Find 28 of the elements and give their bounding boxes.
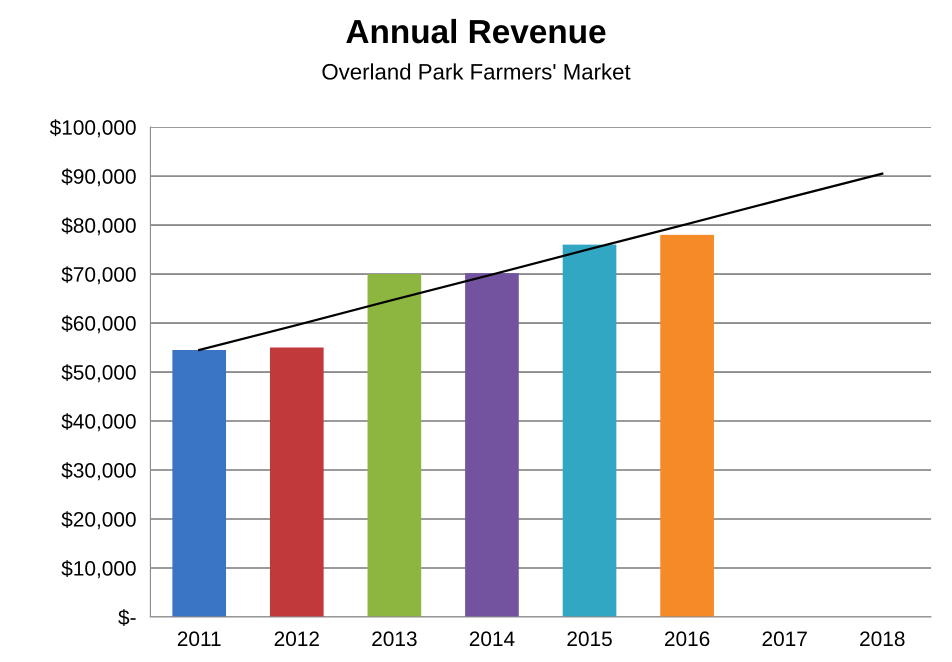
chart-subtitle: Overland Park Farmers' Market: [322, 63, 630, 80]
x-tick-label: 2016: [664, 631, 710, 646]
y-tick-label: $70,000: [61, 266, 136, 284]
y-tick-label: $50,000: [61, 364, 136, 382]
x-tick-label: 2018: [860, 631, 905, 646]
x-tick-label: 2015: [567, 631, 612, 646]
y-tick-label: $80,000: [61, 217, 136, 236]
x-tick-label: 2013: [372, 631, 417, 646]
y-tick-label: $100,000: [50, 119, 136, 138]
x-tick-label: 2017: [762, 631, 807, 646]
bar: [270, 348, 324, 617]
y-tick-label: $40,000: [61, 413, 136, 432]
x-tick-label: 2011: [178, 631, 221, 646]
bar: [562, 244, 616, 617]
bar: [368, 274, 422, 617]
y-tick-label: $10,000: [61, 560, 136, 578]
chart-title: Annual Revenue: [346, 18, 606, 44]
y-tick-label: $90,000: [61, 168, 136, 186]
bar: [465, 273, 519, 617]
x-tick-label: 2014: [470, 631, 515, 646]
y-tick-label: $60,000: [61, 315, 136, 334]
y-tick-label: $-: [118, 609, 136, 626]
bar: [660, 234, 714, 617]
y-tick-label: $20,000: [61, 511, 136, 530]
x-tick-label: 2012: [274, 631, 319, 646]
y-tick-label: $30,000: [61, 462, 136, 480]
line-series: [198, 172, 884, 352]
bar: [172, 350, 226, 617]
